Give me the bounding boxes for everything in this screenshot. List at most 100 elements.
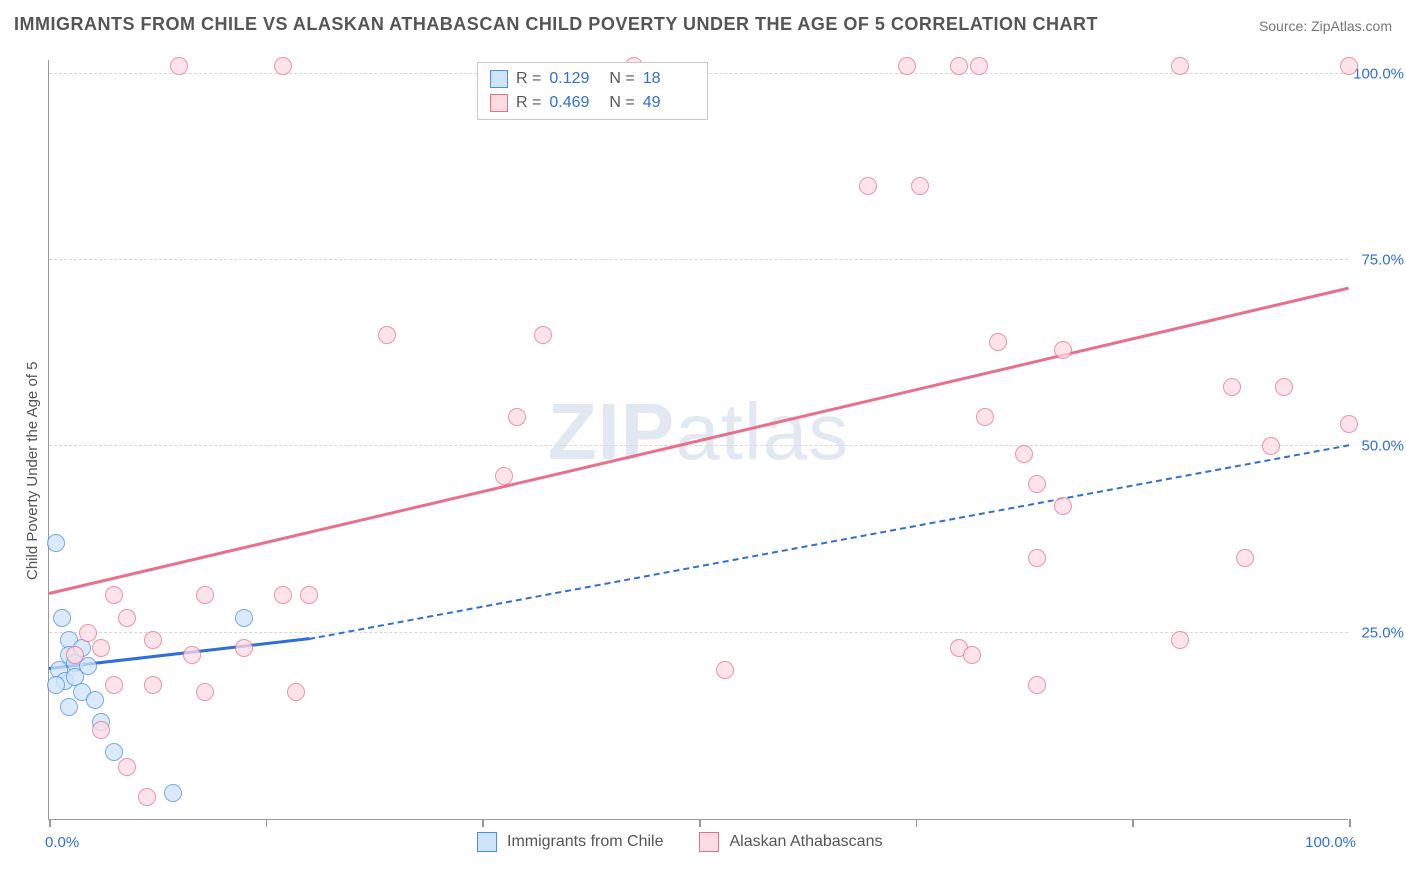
y-tick-label: 25.0% <box>1361 624 1404 641</box>
data-point <box>1028 475 1046 493</box>
data-point <box>79 624 97 642</box>
legend-rn-row: R = 0.129 N = 18 <box>490 67 695 91</box>
watermark-atlas: atlas <box>675 387 849 476</box>
scatter-plot: ZIPatlas 25.0%50.0%75.0%100.0%0.0%100.0% <box>48 60 1348 820</box>
data-point <box>1340 57 1358 75</box>
n-label: N = <box>609 91 634 115</box>
source-value: ZipAtlas.com <box>1311 18 1392 34</box>
trend-line <box>309 444 1349 640</box>
data-point <box>1275 378 1293 396</box>
data-point <box>105 586 123 604</box>
x-tick <box>49 819 51 827</box>
data-point <box>60 698 78 716</box>
data-point <box>287 683 305 701</box>
r-value: 0.469 <box>549 91 601 115</box>
n-value: 49 <box>643 91 695 115</box>
data-point <box>235 639 253 657</box>
data-point <box>300 586 318 604</box>
x-tick <box>699 819 701 827</box>
data-point <box>495 467 513 485</box>
legend-item-athabascan: Alaskan Athabascans <box>699 832 882 852</box>
data-point <box>164 784 182 802</box>
data-point <box>989 333 1007 351</box>
x-min-label: 0.0% <box>45 834 79 851</box>
data-point <box>1171 631 1189 649</box>
data-point <box>53 609 71 627</box>
correlation-legend: R = 0.129 N = 18 R = 0.469 N = 49 <box>477 62 708 120</box>
data-point <box>970 57 988 75</box>
data-point <box>950 57 968 75</box>
data-point <box>144 676 162 694</box>
data-point <box>118 758 136 776</box>
gridline <box>49 259 1348 260</box>
x-tick <box>1132 819 1134 827</box>
data-point <box>144 631 162 649</box>
data-point <box>235 609 253 627</box>
data-point <box>1028 676 1046 694</box>
x-tick <box>916 819 918 827</box>
legend-rn-row: R = 0.469 N = 49 <box>490 91 695 115</box>
legend-swatch-chile <box>477 832 497 852</box>
data-point <box>1171 57 1189 75</box>
legend-rn-swatch <box>490 70 508 88</box>
legend-label-athabascan: Alaskan Athabascans <box>729 833 882 851</box>
data-point <box>1054 497 1072 515</box>
source-attribution: Source: ZipAtlas.com <box>1259 18 1392 34</box>
data-point <box>1054 341 1072 359</box>
data-point <box>92 639 110 657</box>
data-point <box>170 57 188 75</box>
y-tick-label: 50.0% <box>1361 438 1404 455</box>
x-tick <box>266 819 268 827</box>
data-point <box>183 646 201 664</box>
r-label: R = <box>516 67 541 91</box>
data-point <box>1340 415 1358 433</box>
data-point <box>47 534 65 552</box>
y-tick-label: 75.0% <box>1361 252 1404 269</box>
data-point <box>859 177 877 195</box>
data-point <box>1028 549 1046 567</box>
r-value: 0.129 <box>549 67 601 91</box>
data-point <box>1223 378 1241 396</box>
gridline <box>49 445 1348 446</box>
x-tick <box>1349 819 1351 827</box>
data-point <box>196 683 214 701</box>
data-point <box>534 326 552 344</box>
r-label: R = <box>516 91 541 115</box>
data-point <box>963 646 981 664</box>
gridline <box>49 632 1348 633</box>
data-point <box>105 676 123 694</box>
n-value: 18 <box>643 67 695 91</box>
data-point <box>1015 445 1033 463</box>
data-point <box>138 788 156 806</box>
y-tick-label: 100.0% <box>1353 65 1404 82</box>
legend-swatch-athabascan <box>699 832 719 852</box>
chart-title: IMMIGRANTS FROM CHILE VS ALASKAN ATHABAS… <box>14 14 1098 35</box>
data-point <box>508 408 526 426</box>
data-point <box>274 57 292 75</box>
source-label: Source: <box>1259 18 1311 34</box>
data-point <box>1236 549 1254 567</box>
data-point <box>196 586 214 604</box>
data-point <box>716 661 734 679</box>
legend-item-chile: Immigrants from Chile <box>477 832 663 852</box>
y-axis-title: Child Poverty Under the Age of 5 <box>24 362 41 580</box>
trend-line <box>49 287 1350 595</box>
data-point <box>1262 437 1280 455</box>
legend-label-chile: Immigrants from Chile <box>507 833 663 851</box>
data-point <box>976 408 994 426</box>
data-point <box>118 609 136 627</box>
data-point <box>86 691 104 709</box>
legend-rn-swatch <box>490 94 508 112</box>
x-tick <box>482 819 484 827</box>
data-point <box>911 177 929 195</box>
n-label: N = <box>609 67 634 91</box>
data-point <box>274 586 292 604</box>
data-point <box>66 646 84 664</box>
data-point <box>105 743 123 761</box>
series-legend: Immigrants from Chile Alaskan Athabascan… <box>477 832 882 852</box>
data-point <box>92 721 110 739</box>
data-point <box>378 326 396 344</box>
data-point <box>898 57 916 75</box>
data-point <box>47 676 65 694</box>
x-max-label: 100.0% <box>1305 834 1356 851</box>
